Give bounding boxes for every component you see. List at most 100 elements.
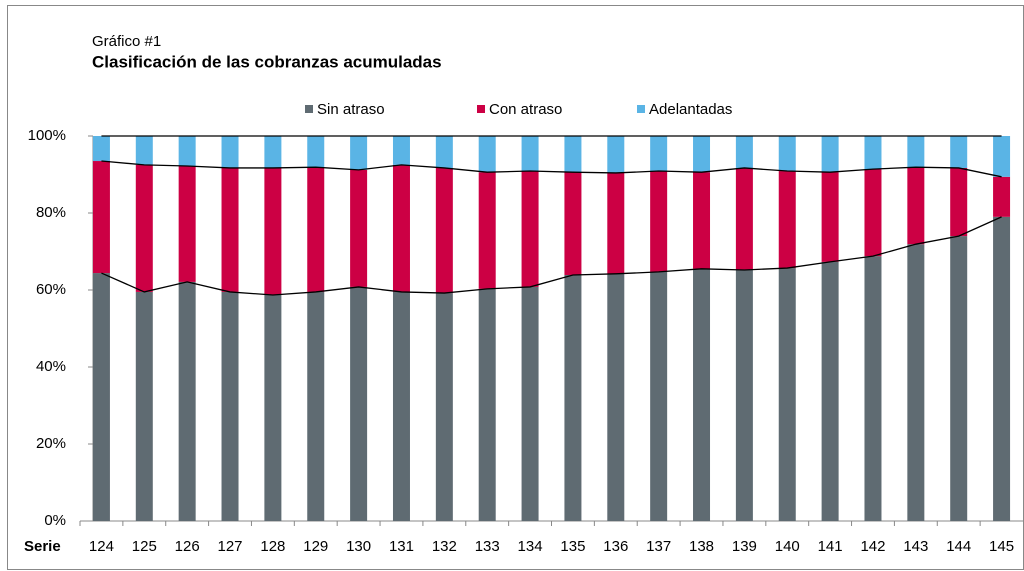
bar-segment — [778, 268, 796, 521]
x-tick-label: 145 — [989, 538, 1014, 555]
bar-segment — [221, 291, 239, 521]
bar-segment — [993, 136, 1011, 177]
x-tick-label: 140 — [775, 538, 800, 555]
legend-label: Con atraso — [489, 101, 562, 118]
bar-segment — [350, 286, 368, 521]
bar-segment — [821, 261, 839, 521]
bar-segment — [392, 164, 410, 292]
bar-segment — [350, 169, 368, 287]
bar-segment — [178, 281, 196, 521]
bar-segment — [950, 136, 968, 168]
x-tick-label: 133 — [475, 538, 500, 555]
bar-segment — [435, 136, 453, 168]
bar-segment — [735, 167, 753, 270]
bar-segment — [607, 172, 625, 274]
legend-swatch — [477, 105, 485, 113]
bar-segment — [135, 136, 153, 165]
x-tick-label: 129 — [303, 538, 328, 555]
bar-segment — [864, 136, 882, 170]
bar-segment — [307, 167, 325, 292]
legend-label: Sin atraso — [317, 101, 385, 118]
bar-segment — [650, 271, 668, 521]
bar-segment — [564, 274, 582, 521]
bar-segment — [135, 164, 153, 292]
y-tick-label: 100% — [28, 127, 66, 144]
x-axis-label: Serie — [24, 538, 61, 555]
bar-segment — [950, 236, 968, 521]
bar-segment — [821, 172, 839, 262]
legend-swatch — [305, 105, 313, 113]
bar-segment — [907, 136, 925, 168]
bar-segment — [607, 136, 625, 173]
bar-segment — [778, 171, 796, 269]
bar-segment — [264, 167, 282, 296]
bar-segment — [478, 172, 496, 289]
bar-segment — [864, 169, 882, 257]
bar-segment — [392, 291, 410, 521]
y-tick-label: 0% — [44, 512, 66, 529]
chart-title: Clasificación de las cobranzas acumulada… — [92, 52, 442, 71]
series-line — [101, 216, 1002, 296]
bar-segment — [521, 286, 539, 521]
x-tick-label: 144 — [946, 538, 971, 555]
bar-segment — [993, 176, 1011, 217]
y-tick-label: 20% — [36, 435, 66, 452]
bar-segment — [92, 273, 110, 521]
legend-swatch — [637, 105, 645, 113]
bar-segment — [907, 167, 925, 245]
x-tick-label: 141 — [818, 538, 843, 555]
x-tick-label: 138 — [689, 538, 714, 555]
bar-segment — [221, 136, 239, 168]
bar-segment — [478, 136, 496, 173]
x-tick-label: 131 — [389, 538, 414, 555]
x-tick-label: 139 — [732, 538, 757, 555]
bar-segment — [92, 136, 110, 162]
bar-segment — [735, 136, 753, 168]
x-tick-label: 130 — [346, 538, 371, 555]
bar-segment — [650, 171, 668, 272]
bar-segment — [478, 288, 496, 521]
bar-segment — [821, 136, 839, 173]
y-tick-label: 60% — [36, 281, 66, 298]
bar-segment — [564, 136, 582, 173]
legend-label: Adelantadas — [649, 101, 732, 118]
bar-segment — [264, 295, 282, 521]
bar-segment — [907, 244, 925, 521]
bar-segment — [778, 136, 796, 172]
x-tick-label: 124 — [89, 538, 114, 555]
x-tick-label: 127 — [218, 538, 243, 555]
x-tick-label: 136 — [603, 538, 628, 555]
bar-segment — [178, 166, 196, 282]
bar-segment — [607, 273, 625, 521]
bar-segment — [264, 136, 282, 168]
series-line — [101, 160, 1002, 178]
bar-segment — [307, 291, 325, 521]
bar-segment — [564, 172, 582, 275]
x-tick-label: 143 — [903, 538, 928, 555]
x-tick-label: 135 — [560, 538, 585, 555]
chart-supertitle: Gráfico #1 — [92, 33, 161, 50]
bar-segment — [864, 256, 882, 521]
x-tick-label: 137 — [646, 538, 671, 555]
bar-segment — [521, 171, 539, 287]
y-tick-label: 40% — [36, 358, 66, 375]
bar-segment — [435, 167, 453, 294]
bar-segment — [693, 136, 711, 173]
bar-segment — [993, 216, 1011, 521]
x-tick-label: 128 — [260, 538, 285, 555]
bar-segment — [693, 172, 711, 269]
bar-segment — [135, 291, 153, 521]
bar-segment — [435, 293, 453, 521]
bar-segment — [221, 167, 239, 292]
bar-segment — [92, 161, 110, 274]
x-tick-label: 125 — [132, 538, 157, 555]
x-tick-label: 126 — [175, 538, 200, 555]
bar-segment — [950, 167, 968, 237]
bar-segment — [350, 136, 368, 170]
x-tick-label: 142 — [860, 538, 885, 555]
x-tick-label: 132 — [432, 538, 457, 555]
bar-segment — [392, 136, 410, 165]
bar-segment — [650, 136, 668, 172]
bar-segment — [693, 268, 711, 521]
